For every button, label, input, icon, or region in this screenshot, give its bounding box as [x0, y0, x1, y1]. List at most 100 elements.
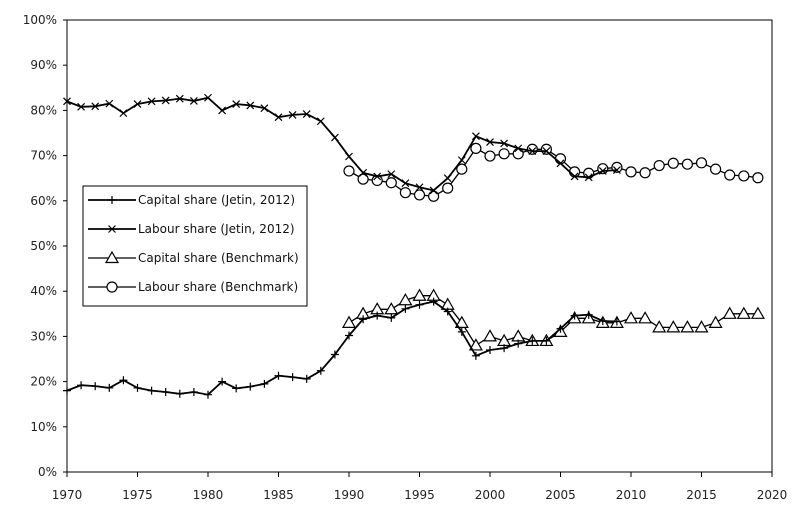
data-point — [218, 377, 227, 386]
data-point — [652, 320, 667, 333]
y-tick-label: 70% — [30, 149, 57, 163]
y-tick-label: 40% — [30, 284, 57, 298]
data-point — [274, 113, 283, 122]
data-point — [443, 174, 452, 183]
data-point — [653, 159, 665, 172]
data-point — [722, 306, 737, 319]
y-tick-label: 100% — [23, 13, 57, 27]
data-point — [514, 339, 523, 348]
data-point — [638, 311, 653, 324]
data-point — [147, 386, 156, 395]
y-tick-label: 0% — [38, 465, 57, 479]
series-layer — [63, 93, 765, 399]
data-point — [119, 109, 128, 118]
data-point — [598, 317, 607, 326]
data-point — [359, 315, 368, 324]
data-point — [500, 344, 509, 353]
x-tick-label: 2015 — [686, 488, 717, 502]
data-point — [457, 327, 466, 336]
data-point — [681, 158, 694, 170]
data-point — [598, 167, 607, 175]
data-point — [385, 177, 397, 189]
data-point — [341, 315, 357, 328]
legend-label: Labour share (Jetin, 2012) — [138, 222, 295, 236]
legend-marker — [106, 281, 118, 293]
data-point — [302, 110, 311, 118]
data-point — [384, 302, 399, 315]
data-point — [147, 97, 156, 106]
y-tick-label: 60% — [30, 194, 57, 208]
data-point — [514, 144, 523, 153]
data-point — [371, 174, 383, 187]
data-point — [694, 320, 709, 333]
data-point — [484, 150, 496, 162]
legend-label: Labour share (Benchmark) — [138, 280, 298, 294]
data-point — [542, 336, 551, 345]
data-point — [429, 186, 438, 195]
x-tick-label: 1995 — [404, 488, 435, 502]
data-point — [204, 390, 212, 399]
data-point — [345, 152, 353, 161]
data-point — [398, 293, 413, 306]
data-point — [457, 156, 466, 165]
legend-marker — [104, 250, 120, 264]
data-point — [680, 320, 695, 333]
y-tick-label: 80% — [30, 103, 57, 117]
data-point — [204, 93, 212, 102]
data-point — [750, 306, 765, 319]
data-point — [133, 383, 142, 392]
legend-marker — [108, 225, 116, 233]
legend-box — [82, 185, 308, 307]
data-point — [105, 99, 114, 108]
data-point — [412, 288, 427, 301]
data-point — [316, 117, 325, 126]
data-point — [500, 139, 509, 148]
legend-item: Capital share (Benchmark) — [88, 250, 299, 265]
data-point — [738, 170, 750, 182]
data-point — [189, 387, 198, 396]
data-point — [736, 306, 751, 319]
data-point — [639, 167, 651, 179]
data-point — [63, 97, 71, 106]
data-point — [401, 179, 410, 188]
data-point — [387, 313, 396, 322]
data-point — [133, 100, 142, 108]
data-point — [570, 311, 579, 320]
data-point — [387, 170, 396, 179]
data-point — [470, 142, 482, 154]
data-point — [429, 297, 438, 306]
data-point — [77, 381, 86, 390]
data-point — [359, 168, 368, 177]
data-point — [456, 163, 468, 175]
x-tick-label: 1985 — [263, 488, 294, 502]
series-line — [66, 96, 617, 192]
legend-label: Capital share (Jetin, 2012) — [138, 193, 295, 207]
y-axis-ticks: 0% 10% 20% 30% 40% 50% 60% 70% 80% 90% 100% — [23, 13, 67, 479]
x-tick-label: 2010 — [616, 488, 647, 502]
data-point — [442, 182, 454, 194]
data-point — [556, 324, 565, 333]
data-point — [709, 163, 722, 175]
x-tick-label: 1980 — [193, 488, 224, 502]
series-cross — [63, 93, 621, 195]
x-tick-label: 1975 — [122, 488, 153, 502]
data-point — [175, 389, 184, 398]
x-tick-label: 2020 — [757, 488, 788, 502]
data-point — [77, 102, 86, 111]
data-point — [752, 172, 764, 184]
data-point — [189, 96, 198, 105]
data-point — [232, 384, 241, 393]
data-point — [528, 336, 537, 345]
data-point — [612, 166, 621, 174]
data-point — [63, 386, 71, 395]
data-point — [528, 147, 537, 156]
data-point — [666, 320, 681, 333]
legend-marker — [108, 196, 116, 204]
data-point — [468, 338, 483, 351]
data-point — [373, 311, 382, 320]
data-point — [695, 157, 708, 169]
data-point — [401, 304, 410, 313]
data-point — [399, 187, 411, 199]
data-point — [724, 169, 736, 181]
